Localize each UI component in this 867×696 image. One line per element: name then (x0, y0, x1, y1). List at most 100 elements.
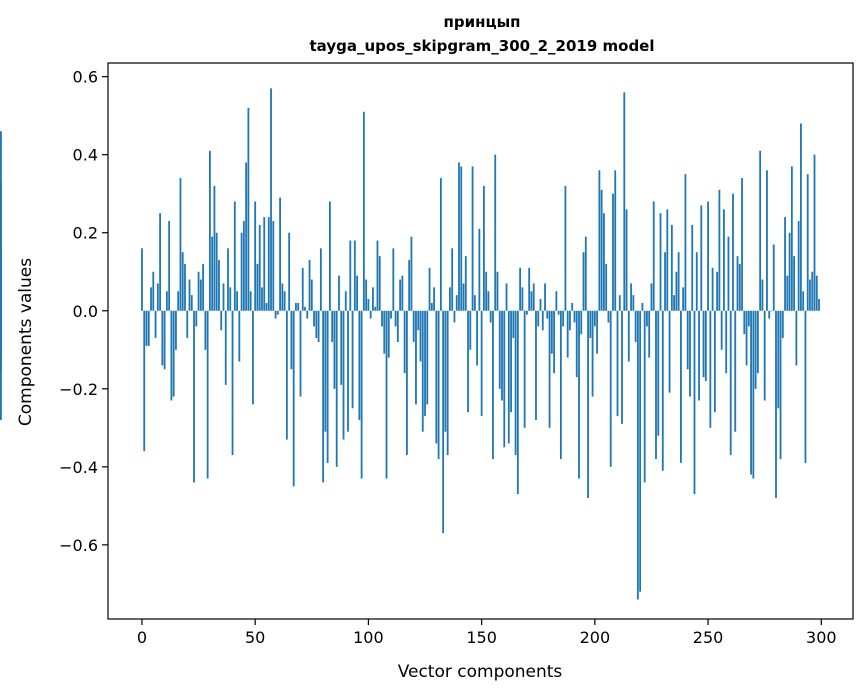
bar-288 (793, 256, 796, 311)
bar-57 (270, 88, 272, 311)
bar-80 (322, 310, 325, 483)
bar-234 (670, 224, 673, 311)
bar-16 (177, 291, 180, 311)
bar-17 (179, 178, 182, 311)
bar-244 (693, 310, 696, 495)
bar-167 (519, 267, 522, 311)
bar-197 (587, 310, 589, 499)
bar-309 (0, 310, 2, 354)
bar-33 (215, 232, 218, 311)
x-tick-label-250: 250 (693, 628, 724, 647)
bar-198 (589, 310, 592, 339)
bar-263 (736, 256, 739, 311)
bar-51 (256, 263, 259, 311)
bar-155 (492, 310, 494, 460)
bar-135 (446, 310, 449, 456)
bar-5 (152, 271, 155, 311)
bar-239 (682, 287, 685, 311)
bar-118 (408, 260, 411, 311)
bar-75 (310, 279, 313, 311)
bar-97 (360, 310, 363, 479)
y-axis: −0.6 −0.4 −0.2 0.0 0.2 0.4 0.6 (59, 68, 108, 555)
bar-38 (227, 248, 229, 311)
bar-27 (202, 263, 205, 311)
bar-219 (636, 310, 639, 600)
bar-82 (326, 310, 329, 463)
bar-205 (605, 263, 608, 311)
bar-66 (290, 310, 293, 370)
bar-262 (734, 310, 737, 432)
y-tick-label-6: 0.6 (73, 68, 98, 87)
bar-36 (222, 283, 225, 311)
bar-114 (399, 279, 402, 311)
bar-104 (376, 240, 379, 311)
bar-290 (797, 221, 800, 311)
y-axis-label: Components values (16, 258, 36, 426)
bar-47 (247, 107, 250, 311)
bar-105 (378, 256, 381, 311)
bar-123 (419, 310, 422, 362)
bar-217 (632, 295, 635, 311)
x-tick-label-200: 200 (580, 628, 611, 647)
bar-77 (315, 310, 318, 339)
bar-261 (732, 193, 734, 311)
bar-160 (503, 310, 506, 448)
bar-216 (630, 283, 632, 311)
bar-209 (614, 170, 617, 311)
bar-295 (809, 279, 811, 311)
bar-249 (704, 310, 707, 381)
bar-229 (659, 213, 662, 311)
bar-230 (661, 310, 664, 471)
bar-177 (541, 310, 544, 331)
bar-297 (813, 154, 816, 311)
bar-193 (578, 310, 580, 479)
x-tick-label-300: 300 (806, 628, 837, 647)
bar-279 (772, 244, 775, 311)
bar-102 (372, 287, 374, 311)
bar-271 (754, 310, 757, 389)
bar-153 (487, 291, 490, 311)
bar-49 (252, 310, 254, 405)
bar-92 (349, 240, 352, 311)
bar-146 (471, 166, 474, 311)
bar-81 (324, 310, 327, 432)
bar-136 (449, 287, 451, 311)
bar-194 (580, 310, 583, 335)
bar-59 (274, 310, 277, 319)
bar-100 (367, 299, 370, 311)
bar-53 (261, 287, 263, 311)
bar-200 (593, 310, 596, 327)
bar-164 (512, 310, 515, 339)
bar-60 (276, 310, 279, 315)
bar-185 (559, 310, 562, 460)
bar-298 (815, 275, 818, 311)
bar-207 (609, 310, 612, 467)
bar-158 (498, 310, 501, 389)
bar-278 (770, 310, 773, 312)
bar-132 (439, 178, 442, 311)
bar-35 (220, 310, 223, 331)
bar-76 (313, 310, 315, 327)
bar-227 (655, 310, 657, 460)
bar-10 (163, 310, 166, 370)
bar-246 (698, 310, 700, 401)
bar-275 (763, 310, 766, 401)
bar-56 (267, 217, 270, 311)
bar-238 (680, 310, 682, 463)
bar-233 (668, 310, 671, 393)
bar-50 (254, 201, 257, 311)
bar-273 (759, 150, 762, 311)
bar-78 (317, 310, 320, 342)
bar-95 (356, 275, 358, 311)
bar-293 (804, 310, 807, 463)
y-tick-label-0: −0.6 (59, 536, 98, 555)
bar-112 (394, 310, 397, 327)
bar-7 (156, 283, 159, 311)
bar-291 (800, 123, 802, 311)
bar-69 (297, 302, 300, 311)
bar-144 (467, 310, 469, 413)
bar-26 (199, 279, 202, 311)
bar-210 (616, 310, 619, 417)
bar-111 (392, 248, 395, 311)
